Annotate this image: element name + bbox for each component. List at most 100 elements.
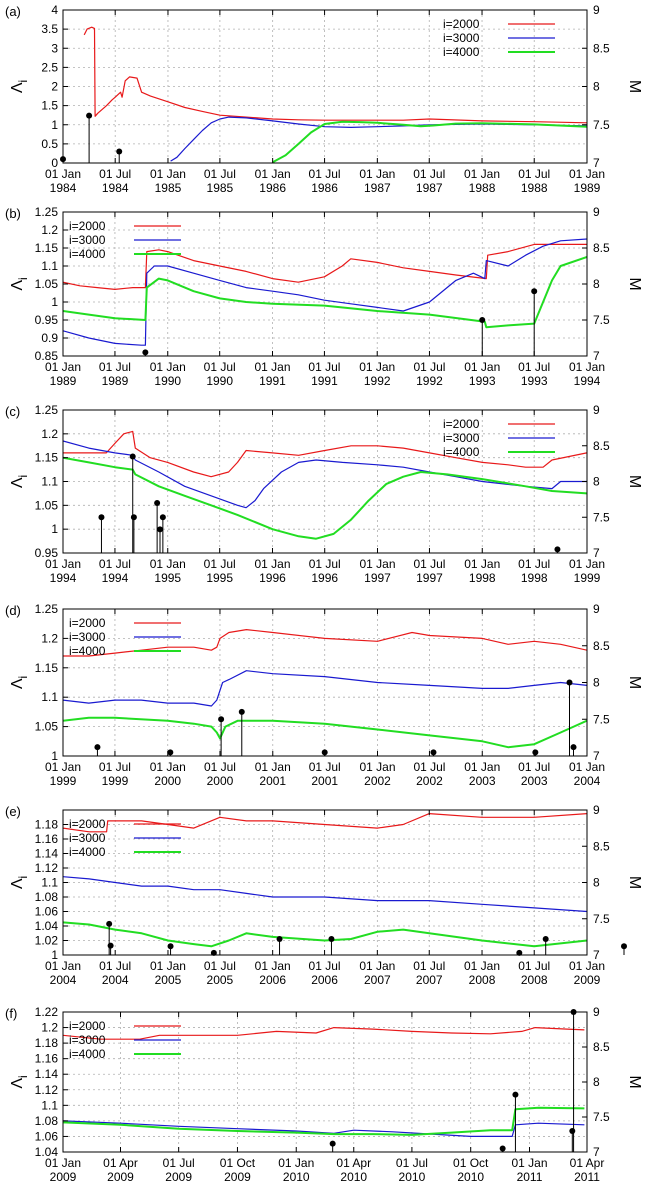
x-tick-label: 01 Jan: [254, 360, 290, 374]
y-tick-label: 1.2: [41, 427, 58, 441]
y-tick-label: 1.08: [35, 890, 59, 904]
x-tick-label: 01 Jan: [150, 167, 186, 181]
x-tick-label: 1994: [574, 374, 601, 388]
y2-tick-label: 7: [593, 1145, 600, 1159]
series-line-i-2000: [63, 430, 587, 478]
x-tick-label: 01 Jul: [518, 760, 550, 774]
y-tick-label: 1.05: [35, 277, 59, 291]
x-tick-label: 01 Jul: [99, 959, 131, 973]
x-tick-label: 01 Jan: [569, 360, 605, 374]
event-marker: [167, 749, 174, 756]
x-tick-label: 01 Jul: [163, 1156, 195, 1170]
x-tick-label: 2007: [416, 973, 443, 987]
x-tick-label: 1988: [521, 181, 548, 195]
x-tick-label: 2011: [517, 1170, 543, 1184]
x-tick-label: 1997: [416, 571, 443, 585]
y-tick-label: 1.16: [35, 832, 59, 846]
x-tick-label: 01 Jul: [309, 167, 341, 181]
x-tick-label: 01 Jul: [204, 959, 236, 973]
x-tick-label: 01 Jan: [45, 1156, 81, 1170]
legend-label: i=3000: [69, 630, 106, 644]
y2-tick-label: 7: [593, 948, 600, 962]
y2-axis-label: M: [626, 277, 643, 290]
x-tick-label: 2005: [155, 973, 182, 987]
y-tick-label: 1.06: [35, 905, 59, 919]
y2-tick-label: 7.5: [593, 118, 610, 132]
legend-label: i=2000: [69, 817, 106, 831]
legend-label: i=2000: [69, 1019, 106, 1033]
legend-label: i=4000: [69, 845, 106, 859]
y-tick-label: 1.1: [41, 876, 58, 890]
y-tick-label: 1.04: [35, 1145, 59, 1159]
x-tick-label: 2009: [107, 1170, 134, 1184]
y-tick-label: 1.25: [35, 602, 59, 616]
x-tick-label: 01 Apr: [570, 1156, 605, 1170]
y-tick-label: 1.06: [35, 1129, 59, 1143]
y-axis-label: Λi: [9, 676, 30, 689]
x-tick-label: 01 Jul: [309, 760, 341, 774]
y-tick-label: 3: [51, 41, 58, 55]
x-tick-label: 01 Jul: [396, 1156, 428, 1170]
y-tick-label: 3.5: [41, 22, 58, 36]
event-marker: [167, 943, 174, 950]
y-tick-label: 1.15: [35, 661, 59, 675]
x-tick-label: 1988: [469, 181, 496, 195]
y-tick-label: 1.5: [41, 99, 58, 113]
legend-label: i=2000: [443, 17, 480, 31]
series-line-i-2000: [63, 243, 587, 290]
x-tick-label: 01 Jan: [45, 167, 81, 181]
event-marker: [106, 920, 113, 927]
event-marker: [430, 749, 437, 756]
event-marker: [569, 1128, 576, 1134]
x-tick-label: 1991: [259, 374, 286, 388]
event-marker: [328, 936, 335, 943]
x-tick-label: 01 Jan: [45, 760, 81, 774]
y-tick-label: 1.18: [35, 818, 59, 832]
y-tick-label: 1.04: [35, 919, 59, 933]
event-marker: [129, 453, 136, 460]
y-tick-label: 1.1: [41, 259, 58, 273]
x-tick-label: 1995: [154, 571, 181, 585]
panel-label: (f): [5, 1006, 17, 1021]
series-line-i-2000: [63, 1026, 585, 1040]
x-tick-label: 1990: [206, 374, 233, 388]
y-tick-label: 1.16: [35, 1052, 59, 1066]
series-line-i-3000: [63, 1120, 585, 1138]
x-tick-label: 1993: [469, 374, 496, 388]
x-tick-label: 2001: [311, 774, 338, 788]
y-tick-label: 1: [51, 295, 58, 309]
series-line-i-3000: [63, 238, 587, 346]
event-marker: [142, 349, 149, 356]
event-marker: [276, 936, 283, 943]
x-tick-label: 01 Jan: [359, 360, 395, 374]
event-marker: [532, 749, 539, 756]
event-marker: [329, 1140, 336, 1147]
y-tick-label: 1.1: [41, 475, 58, 489]
y-tick-label: 1.1: [41, 1098, 58, 1112]
x-tick-label: 01 Jan: [45, 557, 81, 571]
series-line-i-4000: [63, 456, 587, 540]
x-tick-label: 2011: [574, 1170, 600, 1184]
y-tick-label: 0.85: [35, 349, 59, 363]
event-marker: [531, 288, 538, 295]
x-tick-label: 2005: [207, 973, 234, 987]
x-tick-label: 01 Oct: [220, 1156, 256, 1170]
legend-label: i=2000: [443, 417, 480, 431]
y2-tick-label: 8.5: [593, 439, 610, 453]
x-tick-label: 1998: [521, 571, 548, 585]
x-tick-label: 01 Jan: [511, 1156, 547, 1170]
legend-label: i=4000: [443, 45, 480, 59]
x-tick-label: 2002: [364, 774, 391, 788]
x-tick-label: 01 Jan: [464, 557, 500, 571]
x-tick-label: 1995: [206, 571, 233, 585]
x-tick-label: 2002: [416, 774, 443, 788]
plot-area: [63, 1026, 585, 1138]
series-line-i-4000: [272, 120, 587, 163]
y2-tick-label: 9: [593, 803, 600, 817]
x-tick-label: 1986: [311, 181, 338, 195]
y-tick-label: 1.12: [35, 861, 59, 875]
legend-label: i=3000: [443, 431, 480, 445]
